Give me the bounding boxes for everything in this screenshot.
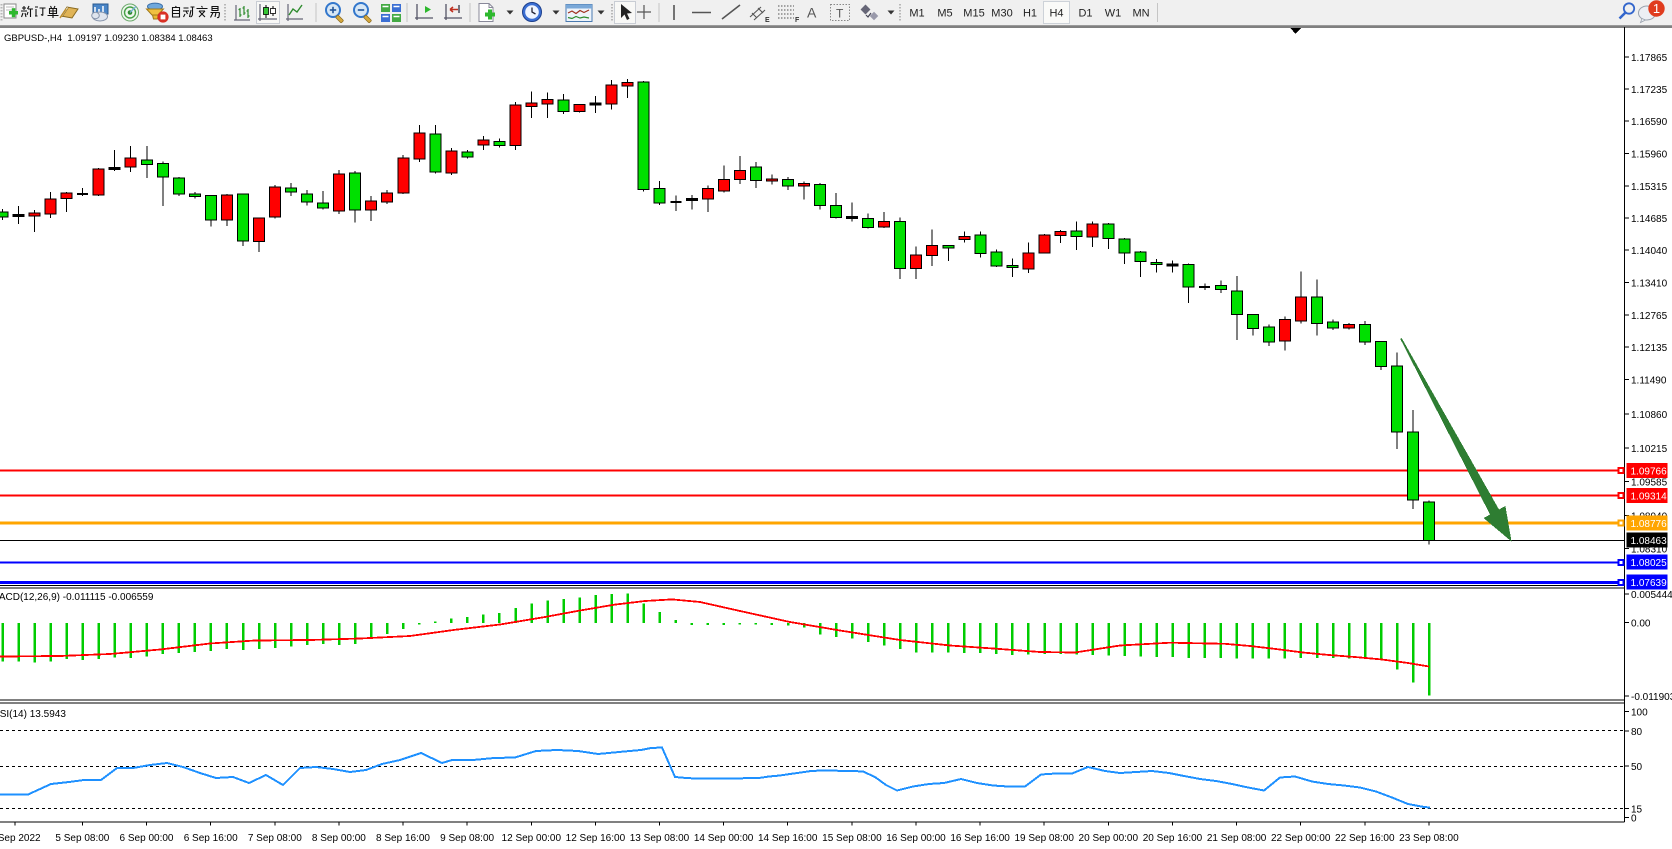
svg-text:12 Sep 00:00: 12 Sep 00:00 [502,833,562,844]
svg-text:16 Sep 00:00: 16 Sep 00:00 [886,833,946,844]
svg-text:M5: M5 [937,8,952,20]
svg-text:E: E [765,17,770,24]
svg-text:M15: M15 [963,8,984,20]
svg-text:F: F [795,17,800,24]
svg-text:100: 100 [1631,707,1648,718]
svg-text:9 Sep 08:00: 9 Sep 08:00 [440,833,494,844]
svg-text:1.15315: 1.15315 [1631,182,1668,193]
svg-text:16 Sep 16:00: 16 Sep 16:00 [950,833,1010,844]
svg-text:20 Sep 00:00: 20 Sep 00:00 [1079,833,1139,844]
svg-text:0.005444: 0.005444 [1631,590,1672,601]
svg-text:1.08310: 1.08310 [1631,544,1668,555]
svg-text:80: 80 [1631,727,1643,738]
svg-text:5 Sep 08:00: 5 Sep 08:00 [55,833,109,844]
svg-text:1.09314: 1.09314 [1631,491,1668,502]
svg-text:M30: M30 [991,8,1012,20]
svg-text:0.00: 0.00 [1631,618,1651,629]
svg-text:1.13410: 1.13410 [1631,279,1668,290]
svg-text:D1: D1 [1078,8,1092,20]
svg-text:14 Sep 00:00: 14 Sep 00:00 [694,833,754,844]
svg-text:8 Sep 16:00: 8 Sep 16:00 [376,833,430,844]
svg-text:15: 15 [1631,805,1643,816]
svg-text:1.17865: 1.17865 [1631,53,1668,64]
svg-text:12 Sep 16:00: 12 Sep 16:00 [566,833,626,844]
svg-text:1.17235: 1.17235 [1631,85,1668,96]
svg-text:50: 50 [1631,762,1643,773]
svg-text:1.14040: 1.14040 [1631,246,1668,257]
svg-text:22 Sep 00:00: 22 Sep 00:00 [1271,833,1331,844]
svg-text:1.10860: 1.10860 [1631,410,1668,421]
svg-text:1.12135: 1.12135 [1631,343,1668,354]
svg-text:8 Sep 00:00: 8 Sep 00:00 [312,833,366,844]
svg-text:1: 1 [1653,1,1660,16]
svg-text:1.08776: 1.08776 [1631,519,1668,530]
svg-text:15 Sep 08:00: 15 Sep 08:00 [822,833,882,844]
svg-text:1.09585: 1.09585 [1631,477,1668,488]
svg-text:GBPUSD-,H4 1.09197 1.09230 1.: GBPUSD-,H4 1.09197 1.09230 1.08384 1.084… [4,33,213,44]
svg-text:RSI(14) 13.5943: RSI(14) 13.5943 [0,709,66,720]
svg-text:19 Sep 08:00: 19 Sep 08:00 [1014,833,1074,844]
svg-text:A: A [807,5,817,21]
svg-text:23 Sep 08:00: 23 Sep 08:00 [1399,833,1459,844]
svg-text:21 Sep 08:00: 21 Sep 08:00 [1207,833,1267,844]
svg-text:13 Sep 08:00: 13 Sep 08:00 [630,833,690,844]
svg-text:1.14685: 1.14685 [1631,214,1668,225]
svg-text:14 Sep 16:00: 14 Sep 16:00 [758,833,818,844]
svg-text:1.15960: 1.15960 [1631,150,1668,161]
svg-text:1.08025: 1.08025 [1631,558,1668,569]
svg-text:1.07639: 1.07639 [1631,578,1668,589]
svg-text:2 Sep 2022: 2 Sep 2022 [0,833,41,844]
svg-text:6 Sep 00:00: 6 Sep 00:00 [120,833,174,844]
svg-text:M1: M1 [909,8,924,20]
svg-text:22 Sep 16:00: 22 Sep 16:00 [1335,833,1395,844]
svg-text:MN: MN [1132,8,1149,20]
svg-text:1.10215: 1.10215 [1631,444,1668,455]
svg-text:7 Sep 08:00: 7 Sep 08:00 [248,833,302,844]
svg-text:1.12765: 1.12765 [1631,311,1668,322]
svg-text:MACD(12,26,9) -0.011115 -0.006: MACD(12,26,9) -0.011115 -0.006559 [0,592,154,603]
svg-text:W1: W1 [1105,8,1122,20]
svg-text:1.16590: 1.16590 [1631,117,1668,128]
svg-text:1.11490: 1.11490 [1631,376,1667,387]
svg-text:H4: H4 [1049,8,1063,20]
svg-text:0: 0 [1631,814,1637,825]
svg-text:T: T [836,7,844,21]
svg-text:1.08463: 1.08463 [1631,536,1668,547]
svg-text:1.09766: 1.09766 [1631,467,1668,478]
svg-text:-0.011903: -0.011903 [1631,692,1672,703]
svg-text:6 Sep 16:00: 6 Sep 16:00 [184,833,238,844]
svg-text:H1: H1 [1023,8,1037,20]
svg-text:20 Sep 16:00: 20 Sep 16:00 [1143,833,1203,844]
